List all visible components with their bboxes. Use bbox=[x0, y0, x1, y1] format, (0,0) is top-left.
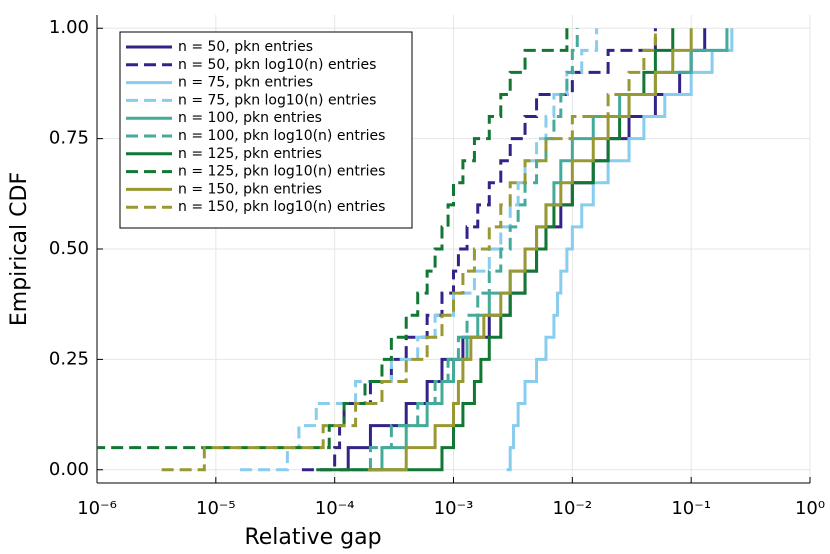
legend-label: n = 125, pkn log10(n) entries bbox=[178, 164, 385, 180]
y-axis-label: Empirical CDF bbox=[7, 172, 32, 326]
legend-label: n = 150, pkn log10(n) entries bbox=[178, 199, 385, 215]
x-tick-label: 10⁻¹ bbox=[671, 498, 711, 519]
legend-label: n = 100, pkn entries bbox=[178, 110, 322, 126]
y-tick-label: 0.25 bbox=[49, 348, 89, 369]
y-tick-label: 0.00 bbox=[49, 459, 89, 480]
ecdf-line bbox=[506, 28, 734, 472]
legend-label: n = 100, pkn log10(n) entries bbox=[178, 128, 385, 144]
y-tick-label: 1.00 bbox=[49, 17, 89, 38]
ecdf-line bbox=[161, 28, 657, 472]
legend-label: n = 50, pkn log10(n) entries bbox=[178, 57, 376, 73]
legend-label: n = 125, pkn entries bbox=[178, 146, 322, 162]
x-axis-label: Relative gap bbox=[244, 525, 381, 550]
plot-area bbox=[97, 28, 734, 472]
x-tick-label: 10⁰ bbox=[795, 498, 825, 519]
ecdf-line bbox=[352, 28, 579, 472]
y-tick-label: 0.50 bbox=[49, 238, 89, 259]
x-tick-label: 10⁻³ bbox=[434, 498, 474, 519]
x-tick-label: 10⁻⁵ bbox=[196, 498, 236, 519]
x-tick-label: 10⁻⁶ bbox=[77, 498, 117, 519]
ecdf-line bbox=[367, 28, 693, 472]
legend-label: n = 75, pkn entries bbox=[178, 75, 313, 91]
legend-label: n = 50, pkn entries bbox=[178, 39, 313, 55]
legend-label: n = 75, pkn log10(n) entries bbox=[178, 92, 376, 108]
y-tick-label: 0.75 bbox=[49, 128, 89, 149]
ecdf-line bbox=[301, 28, 657, 472]
legend-label: n = 150, pkn entries bbox=[178, 181, 322, 197]
x-tick-label: 10⁻² bbox=[553, 498, 593, 519]
x-tick-label: 10⁻⁴ bbox=[315, 498, 355, 519]
